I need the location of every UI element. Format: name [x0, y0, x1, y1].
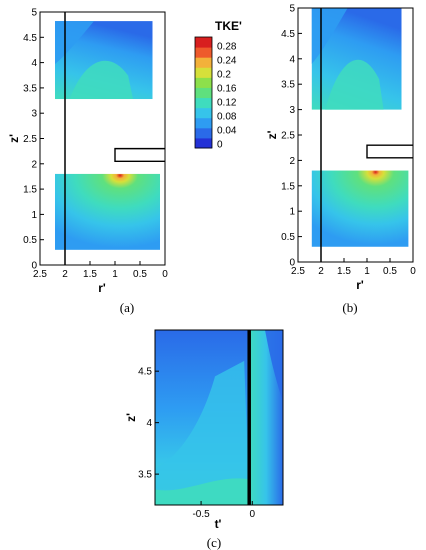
y-tick-label: 0.5: [23, 235, 37, 246]
x-tick-label: 2: [62, 269, 68, 280]
y-tick-label: 4.5: [281, 29, 295, 40]
y-tick-label: 0.5: [281, 232, 295, 243]
colorbar-title: TKE': [215, 19, 242, 33]
x-tick-label: 0: [162, 269, 168, 280]
colorbar-swatch: [195, 57, 212, 68]
colorbar-swatch: [195, 107, 212, 119]
geometry-outline: [114, 147, 165, 162]
colorbar-swatch: [195, 117, 212, 129]
y-axis-label: z': [124, 413, 138, 422]
y-tick-label: 5: [31, 8, 37, 19]
right-contour-band: [265, 330, 283, 403]
y-tick-label: 2.5: [23, 134, 37, 145]
colorbar-label: 0.24: [217, 56, 237, 67]
colorbar-swatch: [195, 137, 212, 149]
y-tick-label: 3: [289, 105, 295, 116]
colorbar-swatch: [195, 97, 212, 109]
lower-contour-field: [55, 173, 160, 250]
caption-a: (a): [120, 300, 134, 315]
colorbar-labels: 0.28 0.24 0.2 0.16 0.12 0.08 0.04 0: [217, 42, 237, 151]
y-tick-label: 1: [31, 210, 37, 221]
colorbar-swatch: [195, 127, 212, 139]
y-tick-label: 3: [31, 109, 37, 120]
x-tick-label: 2.5: [33, 269, 47, 280]
x-tick-label: 1: [364, 266, 370, 277]
colorbar-swatches: [194, 36, 213, 149]
panel-a: 0 0.5 1 1.5 2 2.5 3 3.5 4 4.5 5 2.5 2 1.5 1 0.5 0 r' z': [7, 8, 168, 296]
panel-b: 0 0.5 1 1.5 2 2.5 3 3.5 4 4.5 5 2.5 2 1.5 1 0.5 0 r' z': [265, 4, 416, 293]
upper-contour-band: [69, 60, 133, 100]
x-tick-label: 2: [318, 266, 324, 277]
colorbar-label: 0.2: [217, 70, 231, 81]
y-tick-label: 4.5: [23, 33, 37, 44]
y-tick-label: 4: [146, 418, 152, 429]
y-tick-label: 0: [31, 261, 37, 272]
x-axis-label: t': [215, 517, 222, 531]
caption-b: (b): [342, 300, 357, 315]
colorbar-label: 0.28: [217, 42, 237, 53]
x-tick-label: 2.5: [291, 266, 305, 277]
lower-contour-field: [311, 170, 409, 247]
y-tick-label: 4.5: [138, 367, 152, 378]
y-tick-label: 2: [289, 156, 295, 167]
y-tick-label: 3.5: [23, 83, 37, 94]
y-tick-label: 4: [31, 58, 37, 69]
x-tick-label: 1.5: [337, 266, 351, 277]
colorbar-label: 0.16: [217, 84, 237, 95]
y-axis-label: z': [7, 134, 21, 143]
x-tick-label: 1: [112, 269, 118, 280]
colorbar-label: 0.12: [217, 98, 237, 109]
left-contour-band: [155, 360, 250, 505]
x-tick-label: 0: [249, 509, 255, 520]
colorbar-label: 0.04: [217, 126, 237, 137]
x-tick-label: 1.5: [83, 269, 97, 280]
panel-c: 3.5 4 4.5 -0.5 0 t' z': [124, 329, 284, 531]
y-tick-label: 3.5: [281, 80, 295, 91]
colorbar-swatch: [195, 37, 212, 48]
y-tick-label: 5: [289, 4, 295, 15]
y-tick-label: 1: [289, 207, 295, 218]
x-tick-label: 0.5: [383, 266, 397, 277]
colorbar-label: 0: [217, 140, 223, 151]
colorbar-label: 0.08: [217, 112, 237, 123]
x-tick-label: 0.5: [133, 269, 147, 280]
x-axis-label: r': [356, 278, 364, 292]
y-tick-label: 1.5: [23, 185, 37, 196]
colorbar-frame: [194, 36, 213, 149]
caption-c: (c): [207, 535, 221, 550]
y-tick-label: 2.5: [281, 131, 295, 142]
colorbar-swatch: [195, 47, 212, 58]
left-contour-band: [155, 478, 250, 505]
colorbar-swatch: [195, 87, 212, 99]
colorbar-swatch: [195, 77, 212, 88]
y-tick-label: 2: [31, 159, 37, 170]
y-tick-label: 0: [289, 258, 295, 269]
y-axis-label: z': [265, 130, 279, 139]
y-tick-label: 3.5: [138, 470, 152, 481]
y-tick-label: 1.5: [281, 181, 295, 192]
upper-contour-band: [325, 59, 384, 110]
y-tick-label: 4: [289, 54, 295, 65]
x-axis-label: r': [98, 281, 106, 295]
axes-frame: [154, 329, 284, 506]
x-tick-label: -0.5: [192, 509, 210, 520]
colorbar-swatch: [195, 67, 212, 78]
colorbar: TKE' 0.28 0.24 0.2 0.16 0.12 0.08 0.04 0: [194, 19, 242, 151]
x-tick-label: 0: [410, 266, 416, 277]
geometry-outline: [366, 144, 413, 159]
